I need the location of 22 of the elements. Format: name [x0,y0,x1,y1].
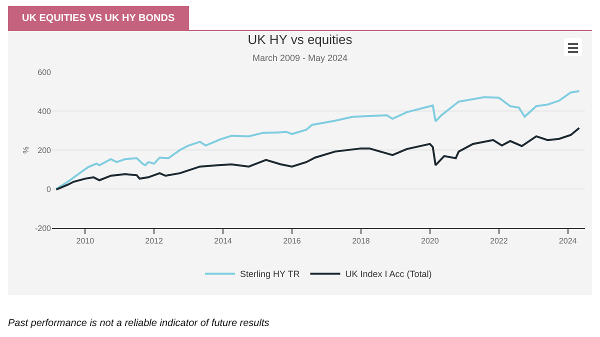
x-tick-label: 2018 [352,236,370,246]
x-tick-label: 2022 [490,236,508,246]
y-tick-label: 600 [38,68,52,77]
chart-subtitle: March 2009 - May 2024 [252,53,348,64]
y-tick-label: 200 [38,146,52,155]
line-series [55,90,580,190]
legend-label: Sterling HY TR [240,269,300,280]
x-tick-label: 2012 [145,236,164,246]
x-tick-label: 2014 [214,236,233,246]
y-tick-label: -200 [34,224,52,233]
text: UK EQUITIES VS UK HY BONDS [8,6,189,31]
x-tick-label: 2016 [283,236,302,246]
x-tick-label: 2010 [76,236,95,246]
line-series [55,126,580,191]
x-tick-label: 2024 [558,236,578,246]
y-tick-label: 400 [38,106,52,116]
x-tick-label: 2020 [421,236,440,246]
text: Past performance is not a reliable indicator of future results [8,318,270,329]
chart-title: UK HY vs equities [248,32,353,48]
legend-label: UK Index I Acc (Total) [345,269,432,280]
y-tick-label: 0 [46,184,52,194]
y-axis-title: % [22,146,31,154]
